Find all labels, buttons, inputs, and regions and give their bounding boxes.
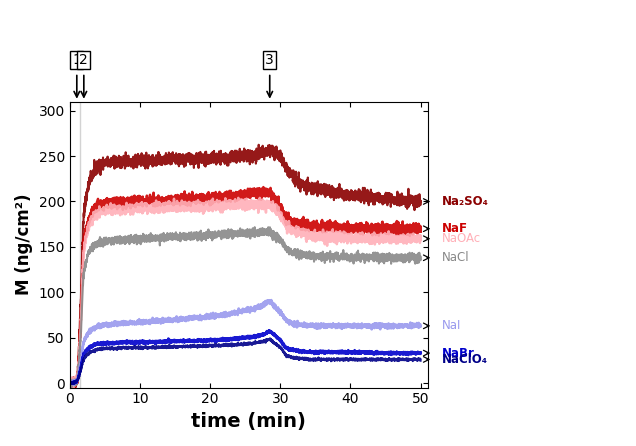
Text: NaF: NaF [441,222,467,235]
Text: NaOAc: NaOAc [441,232,481,245]
X-axis label: time (min): time (min) [191,412,306,431]
Text: 3: 3 [265,53,274,67]
Text: 2: 2 [80,53,88,67]
Y-axis label: M (ng/cm²): M (ng/cm²) [15,194,33,295]
Text: 1: 1 [73,53,81,67]
Text: Na₂SO₄: Na₂SO₄ [441,195,488,208]
Text: NaClO₄: NaClO₄ [441,353,488,366]
Text: NaCl: NaCl [441,251,469,264]
Text: NaBr: NaBr [441,347,474,359]
Text: NaI: NaI [441,319,461,332]
